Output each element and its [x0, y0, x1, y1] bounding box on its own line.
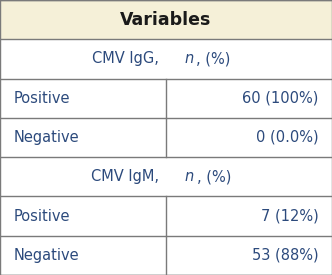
Text: n: n	[0, 51, 9, 67]
Text: CMV IgM,: CMV IgM,	[91, 169, 164, 184]
Text: Positive: Positive	[13, 208, 70, 224]
Text: 7 (12%): 7 (12%)	[261, 208, 319, 224]
Text: n: n	[0, 169, 9, 184]
Text: 0 (0.0%): 0 (0.0%)	[256, 130, 319, 145]
Text: , (%): , (%)	[196, 51, 230, 67]
Text: , (%): , (%)	[0, 169, 35, 184]
Text: CMV IgG,: CMV IgG,	[92, 51, 163, 67]
Bar	[0, 118, 332, 157]
Text: CMV IgG, n, (%): CMV IgG, n, (%)	[108, 51, 224, 67]
Text: n: n	[184, 51, 193, 67]
Bar	[0, 196, 332, 236]
Text: Variables: Variables	[120, 11, 212, 29]
Text: CMV IgG,: CMV IgG,	[0, 51, 71, 67]
Text: , (%): , (%)	[0, 51, 35, 67]
Text: 53 (88%): 53 (88%)	[252, 248, 319, 263]
Bar	[0, 79, 332, 118]
Text: , (%): , (%)	[197, 169, 231, 184]
Bar	[0, 0, 332, 39]
Bar	[0, 157, 332, 196]
Text: 60 (100%): 60 (100%)	[242, 91, 319, 106]
Text: Positive: Positive	[13, 91, 70, 106]
Text: n: n	[185, 169, 194, 184]
Text: CMV IgM,: CMV IgM,	[0, 169, 73, 184]
Text: Negative: Negative	[13, 130, 79, 145]
Bar	[0, 39, 332, 79]
Text: CMV IgM, n, (%): CMV IgM, n, (%)	[108, 169, 224, 184]
Text: Negative: Negative	[13, 248, 79, 263]
Bar	[0, 236, 332, 275]
